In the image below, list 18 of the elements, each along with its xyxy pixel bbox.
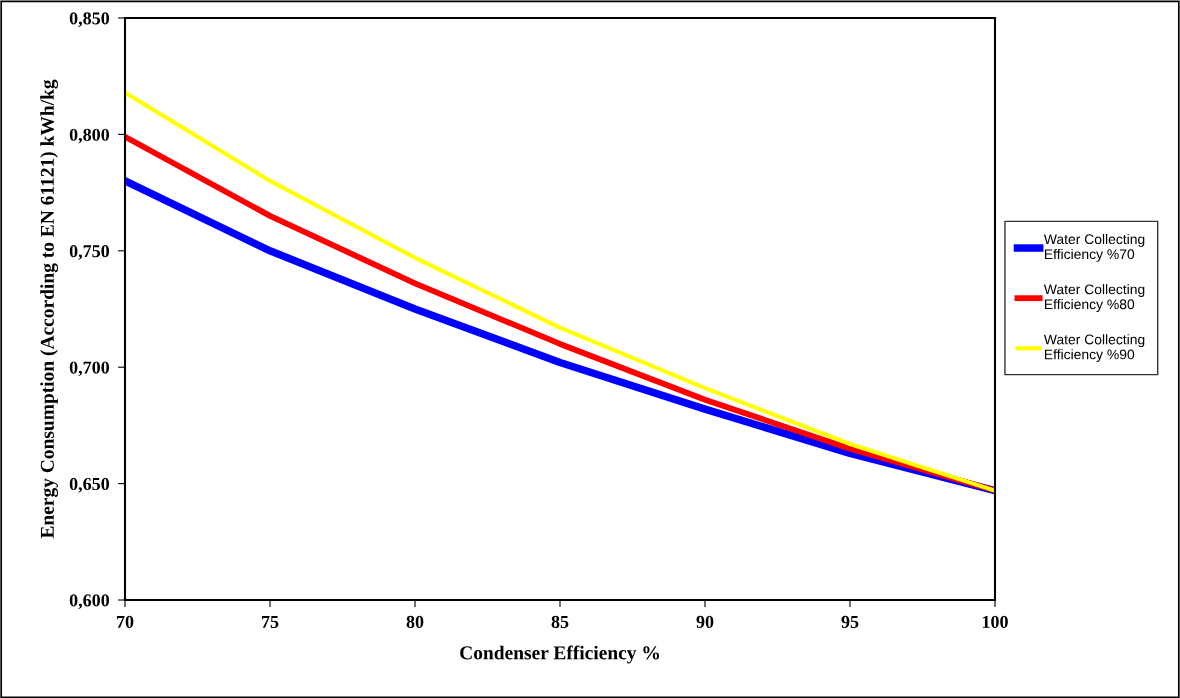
y-tick-label: 0,800	[69, 128, 110, 144]
x-tick-label: 95	[841, 615, 859, 628]
x-axis-title: Condenser Efficiency %	[460, 645, 659, 664]
x-tick-label: 90	[696, 615, 714, 628]
y-axis-title: Energy Consumption (According to EN 61121) kWh/kg	[40, 79, 58, 539]
x-tick-label: 85	[551, 615, 569, 628]
legend-label: Water Collecting Efficiency %90	[1043, 334, 1145, 363]
y-tick-label: 0,750	[69, 245, 110, 260]
y-tick-label: 0,600	[69, 594, 110, 610]
y-tick-label: 0,650	[69, 477, 110, 493]
x-tick-label: 70	[117, 615, 134, 628]
y-tick-label: 0,700	[69, 361, 110, 377]
legend-label: Water Collecting Efficiency %80	[1043, 284, 1145, 312]
x-tick-label: 100	[982, 615, 1008, 628]
y-tick-label: 0,850	[69, 12, 110, 28]
x-tick-label: 75	[262, 615, 279, 628]
legend-label: Water Collecting Efficiency %70	[1043, 233, 1145, 262]
x-tick-label: 80	[406, 615, 424, 628]
